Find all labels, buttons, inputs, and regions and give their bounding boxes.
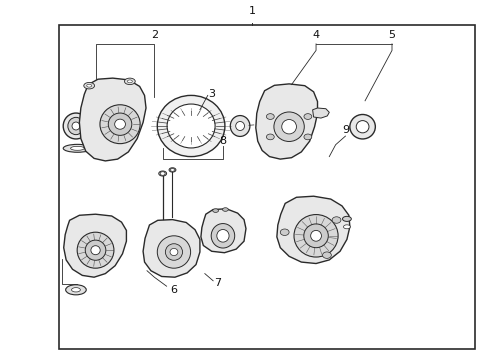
Ellipse shape: [282, 120, 296, 134]
Ellipse shape: [157, 95, 225, 157]
Ellipse shape: [230, 116, 250, 136]
Ellipse shape: [159, 171, 167, 176]
Circle shape: [160, 172, 165, 175]
Ellipse shape: [124, 78, 135, 85]
Ellipse shape: [127, 80, 132, 83]
Ellipse shape: [274, 112, 304, 141]
Ellipse shape: [356, 121, 369, 133]
Ellipse shape: [157, 236, 191, 268]
Ellipse shape: [63, 113, 89, 139]
Ellipse shape: [213, 209, 219, 212]
Ellipse shape: [91, 246, 100, 255]
Ellipse shape: [166, 244, 182, 260]
Ellipse shape: [217, 230, 229, 242]
Circle shape: [280, 229, 289, 235]
Ellipse shape: [84, 82, 95, 89]
Polygon shape: [79, 78, 146, 161]
Polygon shape: [313, 108, 329, 118]
Text: 8: 8: [220, 136, 226, 146]
Text: 5: 5: [389, 30, 395, 40]
Ellipse shape: [108, 113, 132, 135]
Polygon shape: [64, 214, 126, 277]
Ellipse shape: [343, 216, 351, 221]
Ellipse shape: [222, 208, 228, 211]
Ellipse shape: [304, 224, 328, 248]
Polygon shape: [143, 220, 200, 277]
Ellipse shape: [72, 122, 80, 130]
Ellipse shape: [85, 240, 106, 260]
Text: 6: 6: [171, 285, 177, 295]
Ellipse shape: [236, 122, 245, 131]
Polygon shape: [201, 209, 246, 253]
Circle shape: [171, 168, 174, 171]
Circle shape: [267, 114, 274, 120]
Text: 2: 2: [151, 30, 158, 40]
Circle shape: [304, 114, 312, 120]
Bar: [59, 25, 475, 349]
Ellipse shape: [63, 144, 92, 152]
Circle shape: [332, 217, 341, 223]
Ellipse shape: [68, 117, 84, 135]
Text: 4: 4: [313, 30, 319, 40]
Ellipse shape: [167, 104, 215, 148]
Text: 1: 1: [249, 6, 256, 16]
Ellipse shape: [211, 224, 235, 248]
Circle shape: [267, 134, 274, 140]
Ellipse shape: [71, 146, 84, 150]
Ellipse shape: [115, 119, 125, 129]
Ellipse shape: [169, 168, 176, 172]
Ellipse shape: [77, 232, 114, 268]
Ellipse shape: [100, 105, 140, 144]
Text: 7: 7: [215, 278, 221, 288]
Ellipse shape: [170, 248, 178, 256]
Ellipse shape: [66, 285, 86, 295]
Circle shape: [304, 134, 312, 140]
Ellipse shape: [311, 230, 321, 241]
Text: 9: 9: [342, 125, 349, 135]
Ellipse shape: [294, 215, 338, 257]
Polygon shape: [277, 196, 350, 264]
Ellipse shape: [87, 84, 92, 87]
Polygon shape: [256, 84, 318, 159]
Ellipse shape: [343, 225, 350, 229]
Text: 3: 3: [208, 89, 215, 99]
Ellipse shape: [350, 114, 375, 139]
Ellipse shape: [72, 288, 80, 292]
Circle shape: [322, 252, 331, 258]
